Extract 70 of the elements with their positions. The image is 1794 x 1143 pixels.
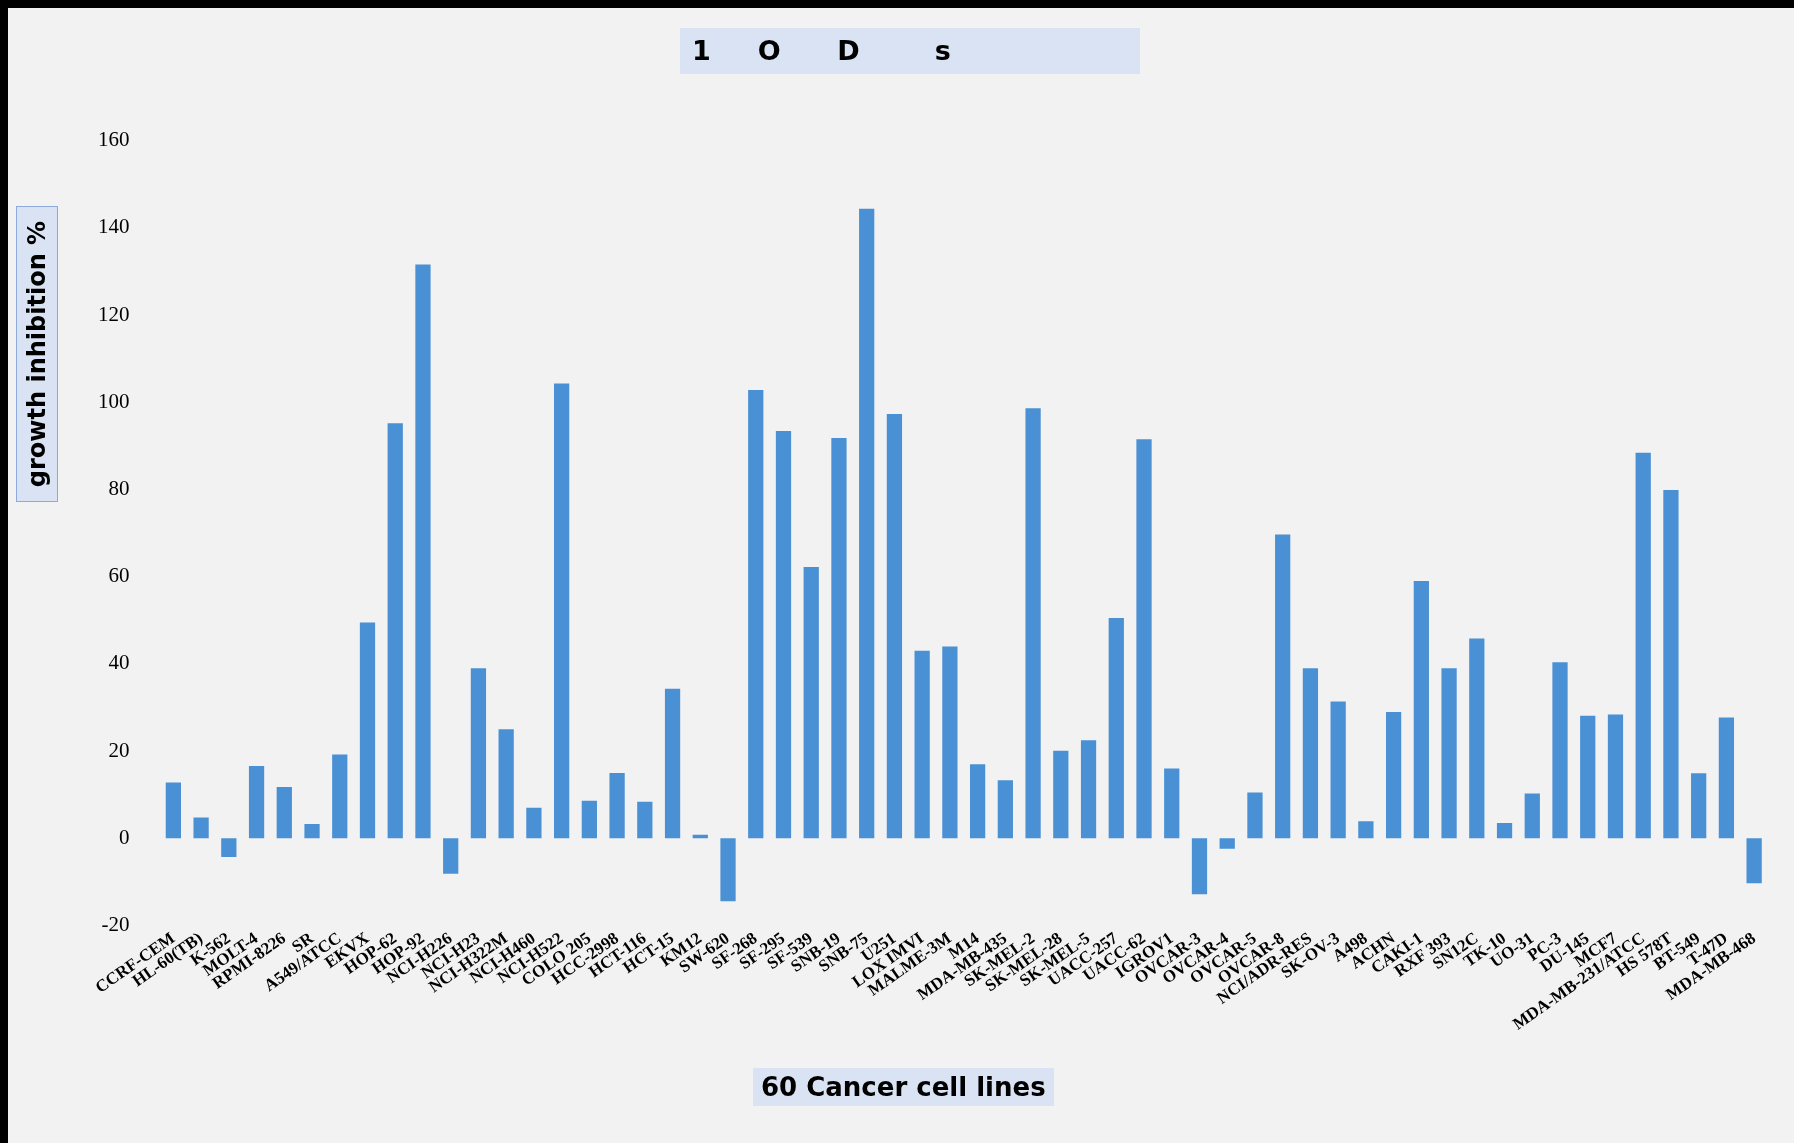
- bar: [1385, 711, 1402, 839]
- y-tick-label: 140: [98, 214, 130, 239]
- y-tick-label: -20: [101, 912, 130, 937]
- bar: [193, 817, 209, 839]
- bar: [886, 414, 903, 839]
- bar: [609, 772, 625, 839]
- bar: [1108, 618, 1124, 839]
- bar: [1746, 838, 1762, 884]
- y-tick-label: 120: [98, 301, 130, 326]
- bar: [720, 838, 736, 902]
- bar: [1580, 715, 1596, 839]
- y-tick-label: 80: [108, 475, 130, 500]
- y-tick-label: 160: [98, 127, 130, 152]
- bar: [1302, 668, 1319, 839]
- bar: [526, 807, 542, 839]
- chart-title: 1 O D s: [680, 28, 1140, 74]
- bar: [1413, 581, 1429, 839]
- bar: [1164, 768, 1180, 839]
- bar: [1191, 838, 1208, 895]
- bar: [443, 838, 459, 874]
- bar: [1552, 662, 1568, 839]
- bar: [165, 782, 181, 839]
- bar: [1330, 701, 1346, 839]
- y-tick-label: 20: [108, 737, 130, 762]
- bar: [1080, 740, 1097, 839]
- y-tick-label: 0: [119, 824, 130, 849]
- bar: [1635, 452, 1651, 839]
- bar: [221, 838, 237, 858]
- bar: [1607, 714, 1624, 839]
- bar: [1358, 821, 1374, 839]
- bar: [554, 383, 570, 839]
- bar: [498, 729, 514, 839]
- bar: [664, 688, 681, 839]
- bar: [1219, 838, 1235, 849]
- bar: [470, 668, 487, 839]
- bar: [914, 650, 930, 839]
- y-tick-label: 100: [98, 388, 130, 413]
- bar: [775, 431, 792, 839]
- bar: [332, 754, 348, 839]
- bar: [1718, 717, 1735, 839]
- x-axis-title: 60 Cancer cell lines: [753, 1068, 1054, 1106]
- bar: [387, 423, 403, 839]
- bar: [637, 801, 653, 839]
- bar: [1469, 638, 1485, 839]
- y-tick-label: 40: [108, 650, 130, 675]
- y-tick-label: 60: [108, 563, 130, 588]
- bar: [859, 208, 875, 839]
- bar: [415, 264, 431, 839]
- y-axis-title: growth inhibition %: [23, 220, 51, 488]
- bar: [248, 765, 265, 839]
- bar: [942, 646, 958, 839]
- bar: [969, 764, 986, 839]
- bar: [581, 800, 597, 839]
- bar: [1524, 793, 1540, 839]
- bar: [1136, 439, 1152, 839]
- bar: [1275, 534, 1291, 839]
- bar: [1663, 489, 1679, 839]
- bar: [997, 780, 1013, 839]
- bar: [748, 390, 764, 839]
- bar: [1691, 773, 1707, 839]
- bar: [1025, 408, 1041, 839]
- bar: [1496, 823, 1513, 839]
- bar: [276, 786, 292, 839]
- bar: [359, 622, 376, 839]
- bar: [304, 823, 320, 839]
- bar: [1247, 792, 1263, 839]
- bar: [1441, 668, 1457, 839]
- bar: [803, 567, 819, 839]
- bar: [1053, 750, 1069, 839]
- bar: [831, 438, 847, 839]
